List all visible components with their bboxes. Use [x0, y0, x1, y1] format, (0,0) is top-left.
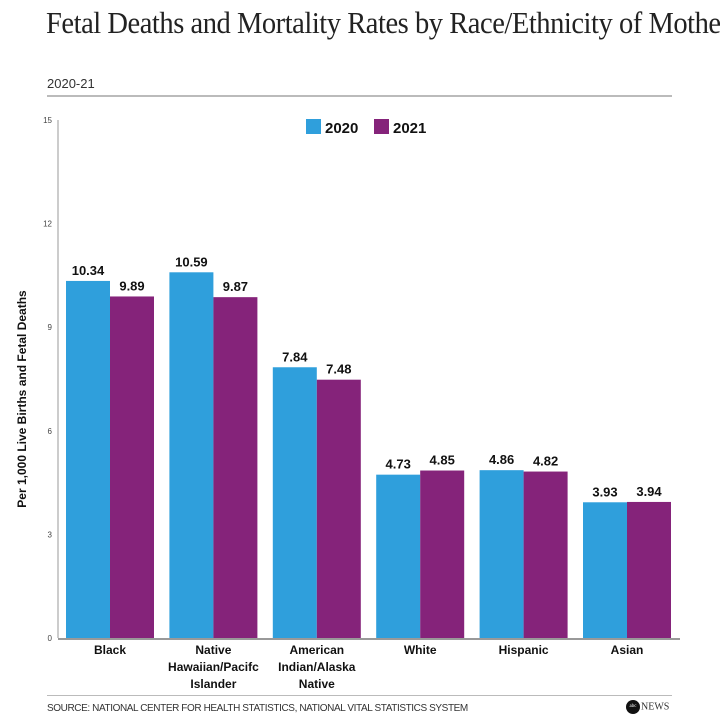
x-tick-label: Hawaiian/Pacifc	[168, 660, 259, 674]
bar-2020	[376, 474, 421, 638]
data-label: 4.86	[489, 452, 514, 467]
title-divider	[47, 95, 672, 97]
y-tick-label: 3	[48, 530, 53, 539]
abc-news-logo: abc NEWS	[626, 700, 669, 714]
y-tick-label: 6	[48, 427, 53, 436]
x-tick-label: Hispanic	[499, 643, 549, 657]
x-tick-label: Islander	[190, 677, 236, 691]
y-tick-label: 15	[43, 116, 52, 125]
source-note: SOURCE: NATIONAL CENTER FOR HEALTH STATI…	[47, 703, 468, 714]
bar-2020	[169, 272, 214, 638]
x-tick-label: Indian/Alaska	[278, 660, 356, 674]
data-label: 10.34	[72, 263, 105, 278]
x-tick-label: Native	[299, 677, 335, 691]
x-tick-label: Native	[195, 643, 231, 657]
bar-2021	[213, 297, 258, 638]
bar-2021	[523, 471, 568, 638]
y-tick-label: 0	[48, 634, 53, 643]
legend-label: 2020	[325, 120, 358, 137]
x-tick-label: White	[404, 643, 437, 657]
x-tick-label: American	[289, 643, 344, 657]
bar-2021	[627, 501, 671, 638]
legend-swatch-2021	[374, 119, 389, 134]
x-tick-label: Asian	[611, 643, 644, 657]
bar-chart: 0 3 6 9 12 15 Per 1,000 Live Births and Fetal …	[15, 116, 680, 691]
bar-2021	[110, 296, 154, 638]
legend-swatch-2020	[306, 119, 321, 134]
abc-logo-mark: abc	[626, 700, 640, 714]
footer-divider	[47, 695, 672, 696]
logo-text: NEWS	[641, 701, 670, 713]
bar-2021	[420, 470, 465, 638]
data-label: 10.59	[175, 254, 208, 269]
data-label: 4.82	[533, 454, 558, 469]
data-label: 3.94	[636, 484, 662, 499]
data-label: 7.84	[282, 349, 308, 364]
data-label: 4.85	[430, 453, 455, 468]
bar-2020	[66, 280, 110, 638]
y-tick-label: 12	[43, 220, 52, 229]
bar-2021	[316, 379, 361, 638]
chart-subtitle: 2020-21	[47, 76, 95, 91]
data-label: 7.48	[326, 362, 351, 377]
chart-title: Fetal Deaths and Mortality Rates by Race…	[46, 5, 720, 40]
y-tick-label: 9	[48, 323, 53, 332]
data-label: 9.87	[223, 279, 248, 294]
bar-2020	[583, 502, 627, 638]
legend-label: 2021	[393, 120, 426, 137]
data-label: 3.93	[592, 484, 617, 499]
y-axis-label: Per 1,000 Live Births and Fetal Deaths	[15, 290, 29, 508]
bar-2020	[479, 470, 524, 638]
data-label: 4.73	[386, 457, 411, 472]
data-label: 9.89	[119, 278, 144, 293]
x-tick-label: Black	[94, 643, 126, 657]
bar-2020	[272, 367, 317, 638]
